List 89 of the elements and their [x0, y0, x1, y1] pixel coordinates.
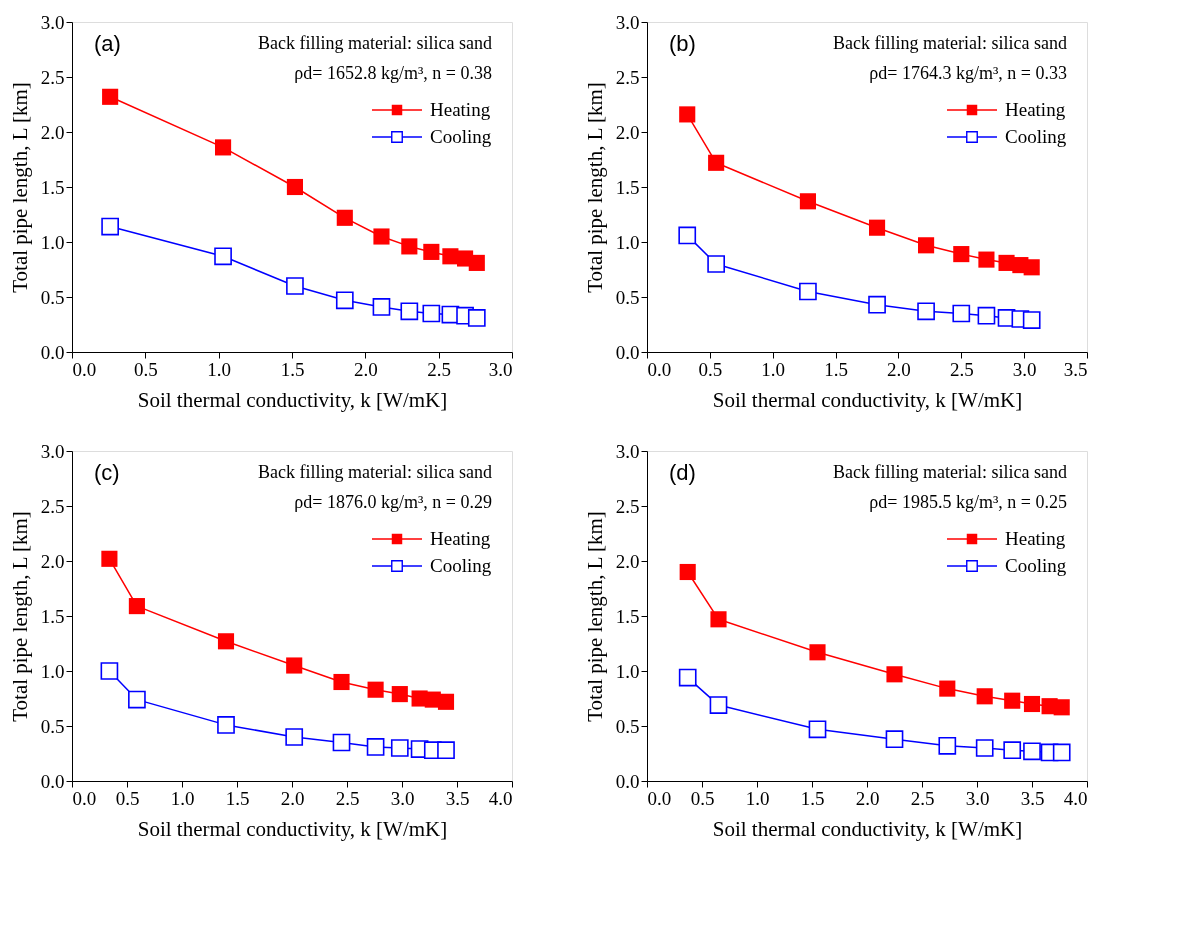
- annotation: ρd= 1876.0 kg/m³, n = 0.29: [294, 492, 492, 512]
- y-tick-label: 2.5: [615, 495, 640, 517]
- x-tick-label: 2.0: [887, 358, 911, 380]
- y-tick-label: 1.5: [615, 176, 640, 198]
- x-tick-label: 2.0: [855, 787, 880, 809]
- y-tick-label: 3.0: [615, 440, 640, 462]
- y-axis-title: Total pipe length, L [km]: [582, 511, 607, 722]
- x-tick-label: 3.0: [965, 787, 990, 809]
- x-tick-label: 4.0: [1063, 787, 1088, 809]
- y-tick-label: 0.0: [615, 341, 640, 363]
- x-tick-label: 0.0: [647, 787, 672, 809]
- y-tick-label: 0.0: [40, 341, 65, 363]
- y-tick-label: 2.0: [40, 121, 65, 143]
- y-axis-title: Total pipe length, L [km]: [7, 511, 32, 722]
- y-tick-label: 1.5: [40, 605, 65, 627]
- x-tick-label: 4.0: [488, 787, 513, 809]
- x-tick-label: 3.5: [1020, 787, 1045, 809]
- annotation: ρd= 1764.3 kg/m³, n = 0.33: [869, 63, 1067, 83]
- x-tick-label: 0.0: [72, 787, 97, 809]
- legend-label: Cooling: [1005, 555, 1067, 576]
- y-tick-label: 0.5: [40, 286, 65, 308]
- x-tick-label: 2.5: [427, 358, 452, 380]
- x-tick-label: 1.0: [170, 787, 195, 809]
- y-tick-label: 0.5: [40, 715, 65, 737]
- x-tick-label: 0.5: [115, 787, 140, 809]
- y-tick-label: 2.0: [615, 550, 640, 572]
- legend-label: Heating: [1005, 528, 1066, 549]
- y-tick-label: 1.5: [615, 605, 640, 627]
- annotation: Back filling material: silica sand: [258, 33, 492, 53]
- y-tick-label: 3.0: [40, 11, 65, 33]
- x-axis-title: Soil thermal conductivity, k [W/mK]: [712, 387, 1023, 412]
- annotation: Back filling material: silica sand: [833, 462, 1067, 482]
- y-tick-label: 3.0: [615, 11, 640, 33]
- x-tick-label: 3.5: [1063, 358, 1088, 380]
- y-tick-label: 1.0: [40, 660, 65, 682]
- legend-label: Cooling: [430, 555, 492, 576]
- x-tick-label: 0.0: [72, 358, 97, 380]
- x-tick-label: 1.0: [761, 358, 786, 380]
- x-tick-label: 1.5: [800, 787, 825, 809]
- annotation: (b): [669, 31, 696, 56]
- x-tick-label: 2.5: [910, 787, 935, 809]
- x-tick-label: 1.0: [207, 358, 232, 380]
- legend-label: Heating: [430, 99, 491, 120]
- annotation: (c): [94, 460, 120, 485]
- annotation: ρd= 1985.5 kg/m³, n = 0.25: [869, 492, 1067, 512]
- x-tick-label: 3.0: [1012, 358, 1037, 380]
- y-tick-label: 0.0: [40, 770, 65, 792]
- x-tick-label: 3.0: [390, 787, 415, 809]
- annotation: (d): [669, 460, 696, 485]
- x-tick-label: 1.5: [824, 358, 848, 380]
- x-axis-title: Soil thermal conductivity, k [W/mK]: [137, 816, 448, 841]
- annotation: Back filling material: silica sand: [258, 462, 492, 482]
- legend-label: Heating: [430, 528, 491, 549]
- y-tick-label: 2.5: [615, 66, 640, 88]
- x-tick-label: 1.5: [225, 787, 250, 809]
- x-tick-label: 3.0: [488, 358, 513, 380]
- annotation: ρd= 1652.8 kg/m³, n = 0.38: [294, 63, 492, 83]
- y-tick-label: 2.5: [40, 66, 65, 88]
- y-tick-label: 2.5: [40, 495, 65, 517]
- x-tick-label: 2.5: [949, 358, 974, 380]
- x-tick-label: 3.5: [445, 787, 470, 809]
- y-axis-title: Total pipe length, L [km]: [7, 82, 32, 293]
- x-axis-title: Soil thermal conductivity, k [W/mK]: [712, 816, 1023, 841]
- y-tick-label: 2.0: [40, 550, 65, 572]
- x-tick-label: 1.5: [280, 358, 305, 380]
- x-tick-label: 1.0: [745, 787, 770, 809]
- legend-label: Cooling: [430, 126, 492, 147]
- x-tick-label: 2.0: [280, 787, 305, 809]
- x-tick-label: 2.5: [335, 787, 360, 809]
- x-axis-title: Soil thermal conductivity, k [W/mK]: [137, 387, 448, 412]
- y-tick-label: 1.0: [40, 231, 65, 253]
- x-tick-label: 0.5: [690, 787, 715, 809]
- y-axis-title: Total pipe length, L [km]: [582, 82, 607, 293]
- y-tick-label: 0.5: [615, 715, 640, 737]
- y-tick-label: 0.0: [615, 770, 640, 792]
- legend-label: Heating: [1005, 99, 1066, 120]
- y-tick-label: 3.0: [40, 440, 65, 462]
- y-tick-label: 2.0: [615, 121, 640, 143]
- y-tick-label: 0.5: [615, 286, 640, 308]
- legend-label: Cooling: [1005, 126, 1067, 147]
- x-tick-label: 0.5: [698, 358, 723, 380]
- x-tick-label: 0.0: [647, 358, 672, 380]
- y-tick-label: 1.0: [615, 231, 640, 253]
- annotation: (a): [94, 31, 121, 56]
- annotation: Back filling material: silica sand: [833, 33, 1067, 53]
- x-tick-label: 0.5: [133, 358, 158, 380]
- y-tick-label: 1.5: [40, 176, 65, 198]
- x-tick-label: 2.0: [353, 358, 378, 380]
- y-tick-label: 1.0: [615, 660, 640, 682]
